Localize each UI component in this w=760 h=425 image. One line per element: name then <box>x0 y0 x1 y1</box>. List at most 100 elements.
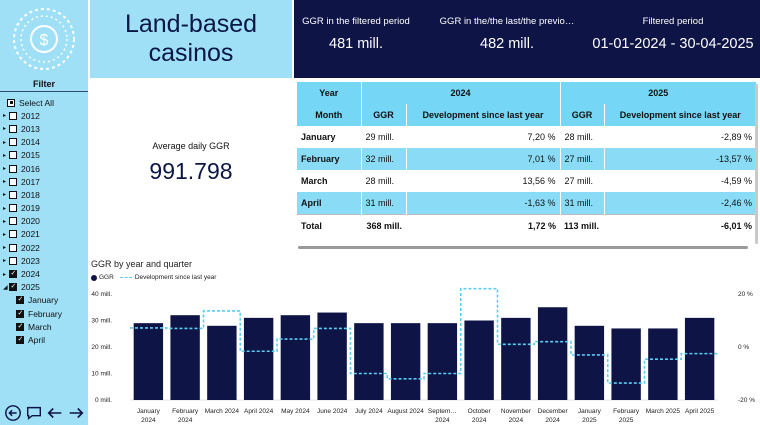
table-horizontal-scrollbar[interactable] <box>298 246 748 249</box>
col-year: Year <box>297 82 361 104</box>
filter-month-march[interactable]: March <box>3 320 88 333</box>
filter-year-2013[interactable]: ▸ 2013 <box>3 122 88 135</box>
checkbox[interactable] <box>9 138 17 147</box>
table-row[interactable]: January 29 mill. 7,20 % 28 mill. -2,89 % <box>297 126 756 148</box>
filter-year-2021[interactable]: ▸ 2021 <box>3 228 88 241</box>
filter-year-2023[interactable]: ▸ 2023 <box>3 254 88 267</box>
total-ggr-2024: 368 mill. <box>361 213 406 238</box>
table-row[interactable]: February 32 mill. 7,01 % 27 mill. -13,57 % <box>297 148 756 170</box>
filter-year-2016[interactable]: ▸ 2016 <box>3 162 88 175</box>
filter-year-2019[interactable]: ▸ 2019 <box>3 202 88 215</box>
x-tick-label: 2025 <box>619 417 634 424</box>
checkbox[interactable] <box>9 124 17 133</box>
filter-month-april[interactable]: April <box>3 333 88 346</box>
expand-right-icon[interactable]: ▸ <box>3 179 7 186</box>
ggr-matrix[interactable]: Year 2024 2025 Month GGR Development sin… <box>297 82 756 249</box>
cell-dev-2025: -2,89 % <box>603 126 756 148</box>
checkbox[interactable] <box>9 111 17 120</box>
filter-year-2018[interactable]: ▸ 2018 <box>3 188 88 201</box>
checkbox[interactable] <box>9 217 17 226</box>
expand-right-icon[interactable]: ▸ <box>3 166 7 173</box>
bar-ggr <box>317 312 347 400</box>
kpi-label: Filtered period <box>642 16 704 27</box>
expand-right-icon[interactable]: ▸ <box>3 231 7 238</box>
filter-year-2022[interactable]: ▸ 2022 <box>3 241 88 254</box>
table-vertical-scrollbar[interactable] <box>755 84 758 244</box>
filter-year-2020[interactable]: ▸ 2020 <box>3 215 88 228</box>
col-ggr-2025: GGR <box>559 104 604 126</box>
expand-right-icon[interactable]: ▸ <box>3 218 7 225</box>
checkbox[interactable] <box>16 335 24 344</box>
checkbox[interactable] <box>9 204 17 213</box>
back-icon[interactable] <box>4 404 22 422</box>
checkbox[interactable] <box>9 151 17 160</box>
expand-right-icon[interactable]: ▸ <box>3 205 7 212</box>
filter-year-2024[interactable]: ▸ 2024 <box>3 267 88 280</box>
arrow-left-icon[interactable] <box>46 404 64 422</box>
expand-right-icon[interactable]: ▸ <box>3 126 7 133</box>
filter-year-2012[interactable]: ▸ 2012 <box>3 109 88 122</box>
expand-right-icon[interactable]: ▸ <box>3 271 7 278</box>
comment-icon[interactable] <box>25 404 43 422</box>
cell-month: February <box>297 148 361 170</box>
col-year-2025: 2025 <box>559 82 756 104</box>
table-row[interactable]: April 31 mill. -1,63 % 31 mill. -2,46 % <box>297 192 756 214</box>
expand-right-icon[interactable]: ▸ <box>3 139 7 146</box>
filter-month-january[interactable]: January <box>3 294 88 307</box>
expand-right-icon[interactable]: ▸ <box>3 152 7 159</box>
table-row[interactable]: March 28 mill. 13,56 % 27 mill. -4,59 % <box>297 170 756 192</box>
expand-right-icon[interactable]: ▸ <box>3 113 7 120</box>
filter-item-label: 2023 <box>21 255 40 266</box>
y-left-tick-label: 40 mill. <box>91 291 112 298</box>
svg-text:$: $ <box>40 32 49 49</box>
title-line-1: Land-based <box>124 10 258 38</box>
checkbox[interactable] <box>9 190 17 199</box>
checkbox[interactable] <box>9 282 17 292</box>
bar-ggr <box>648 328 678 400</box>
checkbox[interactable] <box>7 98 15 107</box>
bar-ggr <box>354 323 384 400</box>
expand-right-icon[interactable]: ▸ <box>3 192 7 199</box>
expand-right-icon[interactable]: ▸ <box>3 258 7 265</box>
y-left-tick-label: 20 mill. <box>91 344 112 351</box>
filter-year-2015[interactable]: ▸ 2015 <box>3 149 88 162</box>
cell-ggr-2025: 27 mill. <box>559 170 604 192</box>
bar-ggr <box>574 325 605 400</box>
avg-value: 991.798 <box>149 158 233 184</box>
bar-ggr <box>464 320 494 400</box>
filter-month-february[interactable]: February <box>3 307 88 320</box>
legend-ggr-label: GGR <box>99 274 114 281</box>
cell-month: April <box>297 192 361 214</box>
bar-ggr <box>133 323 164 400</box>
y-right-tick-label: 20 % <box>738 291 753 298</box>
checkbox[interactable] <box>9 269 17 279</box>
checkbox[interactable] <box>9 177 17 186</box>
filter-item-label: 2016 <box>21 163 40 174</box>
expand-right-icon[interactable]: ▸ <box>3 245 7 252</box>
checkbox[interactable] <box>9 243 17 252</box>
x-tick-label: Septem… <box>428 408 457 415</box>
arrow-right-icon[interactable] <box>67 404 85 422</box>
ggr-chart[interactable]: 0 mill. 10 mill. 20 mill. 30 mill. 40 mill. -… <box>88 283 760 425</box>
checkbox[interactable] <box>16 309 24 318</box>
x-tick-label: May 2024 <box>281 408 310 415</box>
checkbox[interactable] <box>16 322 24 331</box>
bar-ggr <box>390 323 421 400</box>
filter-item-label: March <box>28 321 52 332</box>
checkbox[interactable] <box>16 295 24 305</box>
filter-item-label: 2013 <box>21 123 40 134</box>
cell-dev-2025: -4,59 % <box>603 170 756 192</box>
avg-label: Average daily GGR <box>152 141 230 151</box>
x-tick-label: January <box>578 408 602 415</box>
checkbox[interactable] <box>9 230 17 239</box>
total-dev-2025: -6,01 % <box>604 213 756 238</box>
kpi-filtered-period: Filtered period 01-01-2024 - 30-04-2025 <box>590 16 756 52</box>
checkbox[interactable] <box>9 164 17 173</box>
filter-year-2025[interactable]: ◢ 2025 <box>3 281 88 294</box>
filter-year-2014[interactable]: ▸ 2014 <box>3 136 88 149</box>
filter-year-2017[interactable]: ▸ 2017 <box>3 175 88 188</box>
nav-bar <box>0 403 88 423</box>
expand-down-icon[interactable]: ◢ <box>3 284 8 291</box>
filter-select-all[interactable]: Select All <box>3 96 88 109</box>
checkbox[interactable] <box>9 256 17 265</box>
